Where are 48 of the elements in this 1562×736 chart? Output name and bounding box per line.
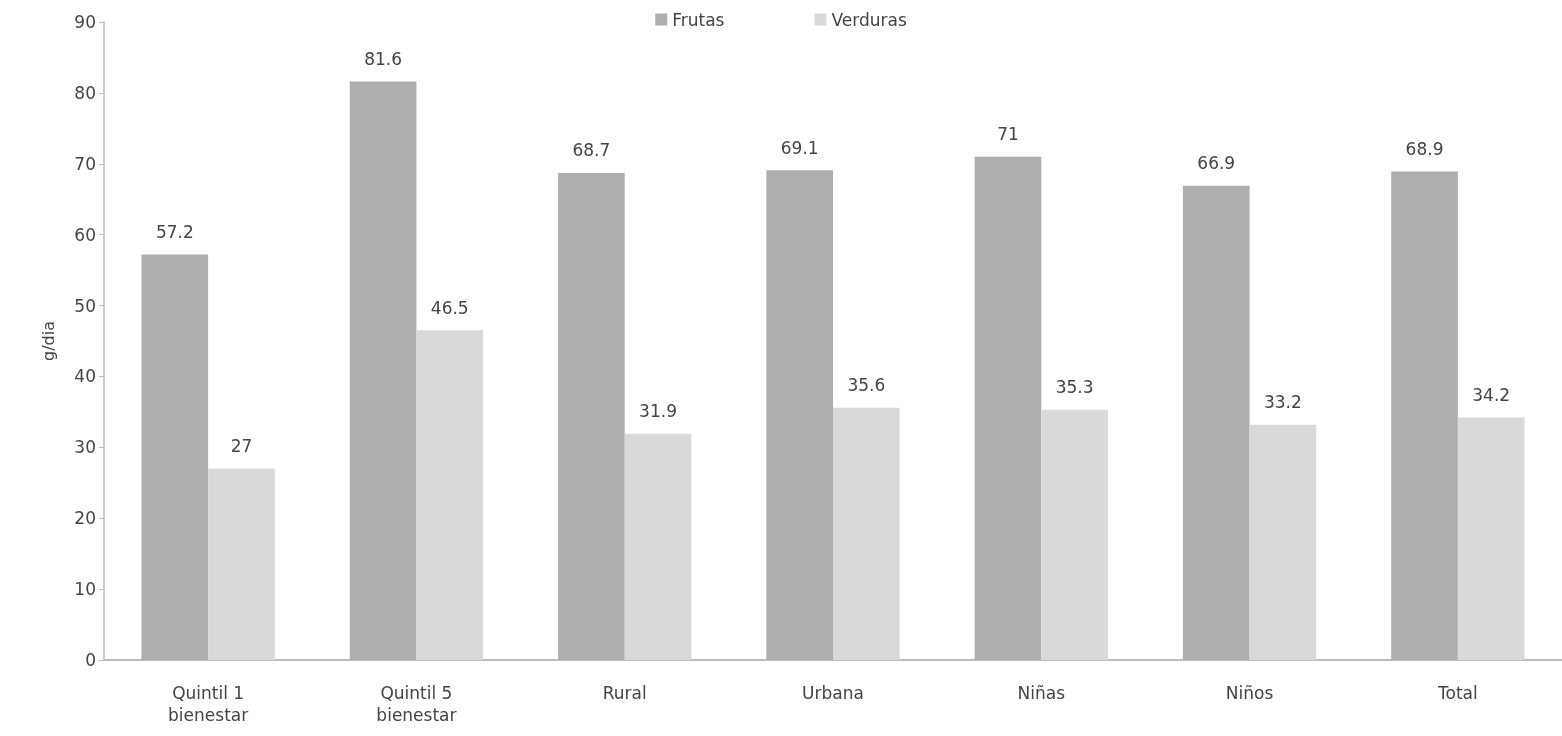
bar bbox=[833, 407, 900, 660]
y-axis-title: g/dia bbox=[38, 321, 58, 361]
bar bbox=[1457, 417, 1525, 660]
y-tick-label: 10 bbox=[74, 579, 96, 600]
data-label: 46.5 bbox=[430, 297, 469, 318]
y-tick-label: 80 bbox=[74, 82, 96, 103]
legend-label: Verduras bbox=[831, 9, 907, 30]
x-tick-label: Total bbox=[1437, 683, 1478, 703]
data-label: 34.2 bbox=[1472, 385, 1511, 406]
bar bbox=[416, 330, 484, 660]
bar bbox=[1249, 424, 1317, 660]
y-tick-label: 20 bbox=[74, 508, 96, 529]
x-tick-label: Niñas bbox=[1017, 683, 1066, 703]
bar bbox=[624, 433, 692, 660]
data-label: 81.6 bbox=[364, 49, 403, 70]
y-tick-label: 30 bbox=[74, 437, 96, 458]
data-label: 71 bbox=[997, 124, 1019, 145]
data-label: 57.2 bbox=[155, 222, 194, 243]
bar bbox=[558, 172, 625, 660]
data-label: 66.9 bbox=[1197, 153, 1236, 174]
x-tick-label: Rural bbox=[602, 683, 647, 703]
y-tick-label: 90 bbox=[74, 12, 96, 32]
y-tick-label: 60 bbox=[74, 224, 96, 245]
bar bbox=[141, 254, 209, 660]
bar bbox=[349, 81, 417, 660]
x-tick-label: Quintil 5 bienestar bbox=[376, 683, 457, 725]
data-label: 69.1 bbox=[780, 137, 819, 158]
bar bbox=[208, 468, 275, 660]
data-label: 68.7 bbox=[572, 140, 611, 161]
x-tick-label: Quintil 1 bienestar bbox=[168, 683, 249, 725]
data-label: 31.9 bbox=[639, 401, 677, 422]
legend-label: Frutas bbox=[672, 9, 725, 30]
data-label: 68.9 bbox=[1405, 139, 1444, 160]
data-label: 27 bbox=[230, 436, 253, 457]
y-tick-label: 40 bbox=[74, 366, 96, 387]
bar bbox=[1391, 171, 1458, 660]
data-label: 33.2 bbox=[1263, 392, 1302, 413]
data-label: 35.3 bbox=[1055, 377, 1094, 398]
bar bbox=[1041, 409, 1108, 660]
bar bbox=[974, 156, 1042, 660]
x-tick-label: Urbana bbox=[802, 683, 864, 703]
y-tick-label: 50 bbox=[74, 295, 96, 316]
x-tick-label: Niños bbox=[1225, 683, 1274, 703]
bar bbox=[1182, 185, 1250, 660]
y-tick-label: 70 bbox=[74, 153, 96, 174]
data-label: 35.6 bbox=[847, 375, 886, 396]
bar bbox=[766, 170, 833, 660]
y-tick-label: 0 bbox=[85, 650, 96, 670]
